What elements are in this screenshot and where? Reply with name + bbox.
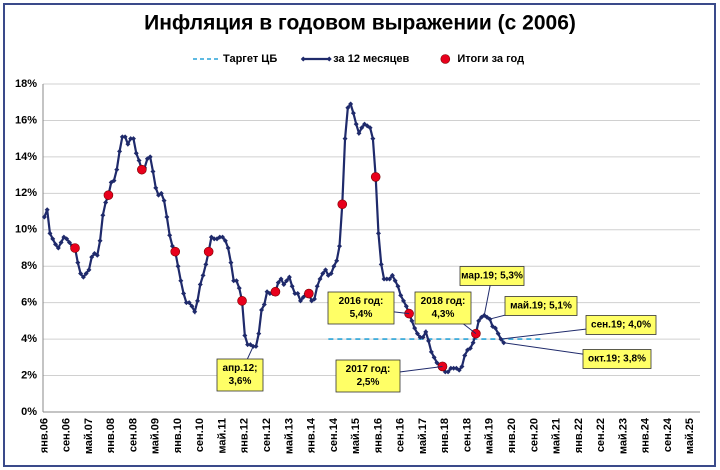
x-tick-label: май.07: [83, 418, 95, 454]
x-tick-label: сен.24: [662, 417, 674, 452]
annotation: сен.19; 4,0%: [500, 315, 657, 340]
annotation-text: 2018 год:: [421, 296, 466, 307]
annotation-text: 2,5%: [357, 377, 380, 388]
y-tick-label: 14%: [15, 151, 37, 163]
x-tick-label: май.23: [617, 418, 629, 454]
legend-label: Таргет ЦБ: [223, 53, 277, 65]
annotation: 2018 год: 4,3%: [414, 291, 477, 335]
annotation-box: [504, 296, 578, 316]
x-tick-label: май.19: [484, 418, 496, 454]
x-tick-label: янв.24: [640, 417, 652, 453]
legend-label: Итоги за год: [457, 53, 524, 65]
annotation: окт.19; 3,8%: [503, 342, 652, 369]
annotation-text: 4,3%: [432, 309, 455, 320]
x-tick-label: сен.06: [61, 418, 73, 452]
x-tick-label: сен.20: [528, 418, 540, 452]
annotation: мар.19; 5,3%: [459, 266, 525, 316]
annotation-text: 2017 год:: [346, 364, 391, 375]
x-tick-label: май.09: [150, 418, 162, 454]
year-dot: [337, 199, 348, 210]
legend-item: Итоги за год: [440, 53, 524, 65]
year-dot: [170, 246, 181, 257]
x-tick-label: янв.18: [439, 418, 451, 453]
x-tick-label: май.13: [283, 418, 295, 454]
annotation-box: [582, 349, 652, 369]
y-tick-label: 0%: [21, 406, 37, 418]
x-tick-label: янв.14: [306, 417, 318, 453]
annotation-text: 2016 год:: [339, 296, 384, 307]
x-tick-label: май.17: [417, 418, 429, 454]
annotation-box: [216, 358, 264, 392]
chart-title: Инфляция в годовом выражении (с 2006): [144, 12, 576, 35]
year-dot: [203, 246, 214, 257]
year-dot: [103, 190, 114, 200]
x-tick-label: янв.10: [172, 418, 184, 453]
x-tick-label: янв.08: [105, 418, 117, 453]
year-dot: [270, 286, 281, 297]
y-tick-label: 18%: [15, 78, 37, 90]
year-dot: [370, 172, 381, 182]
x-tick-label: май.11: [216, 418, 228, 454]
year-dot: [70, 243, 80, 253]
annotation: 2017 год: 2,5%: [335, 359, 443, 393]
x-tick-label: сен.12: [261, 418, 273, 452]
annotation-box: [414, 291, 472, 325]
frame: [3, 3, 716, 467]
annotation-box: [327, 291, 395, 325]
x-tick-label: май.21: [551, 418, 563, 454]
annotation-text: окт.19; 3,8%: [588, 354, 646, 365]
annotation-text: мар.19; 5,3%: [461, 271, 523, 282]
x-tick-label: май.15: [350, 418, 362, 454]
x-tick-label: янв.20: [506, 418, 518, 453]
x-tick-label: сен.22: [595, 418, 607, 452]
x-tick-label: янв.12: [239, 418, 251, 453]
year-dot: [304, 288, 314, 299]
annotation-box: [335, 359, 401, 393]
annotation: апр.12; 3,6%: [216, 346, 264, 392]
y-tick-label: 12%: [15, 187, 37, 199]
y-tick-label: 10%: [15, 224, 37, 236]
year-dot: [237, 296, 247, 306]
annotation: май.19; 5,1%: [489, 296, 578, 320]
annotation: 2016 год: 5,4%: [327, 291, 410, 325]
legend-label: за 12 месяцев: [333, 53, 409, 65]
y-tick-label: 4%: [21, 333, 37, 345]
annotation-box: [459, 266, 525, 286]
annotation-text: май.19; 5,1%: [510, 301, 572, 312]
annotation-text: апр.12;: [223, 363, 258, 374]
x-tick-label: сен.10: [194, 418, 206, 452]
y-tick-label: 8%: [21, 260, 37, 272]
legend-item: Таргет ЦБ: [193, 53, 277, 65]
y-tick-label: 6%: [21, 297, 37, 309]
legend-swatch: [440, 54, 451, 64]
year-dot: [137, 164, 147, 175]
x-tick-label: сен.16: [395, 418, 407, 452]
x-tick-label: янв.22: [573, 418, 585, 453]
x-tick-label: сен.14: [328, 417, 340, 452]
legend-item: за 12 месяцев: [300, 53, 410, 65]
annotation-text: сен.19; 4,0%: [591, 320, 651, 331]
x-tick-label: сен.18: [461, 418, 473, 452]
x-tick-label: янв.16: [372, 418, 384, 453]
y-tick-label: 2%: [21, 369, 37, 381]
annotation-text: 5,4%: [350, 309, 373, 320]
annotation-text: 3,6%: [229, 376, 252, 387]
annotation-box: [585, 315, 657, 335]
x-tick-label: сен.08: [127, 418, 139, 452]
x-tick-label: янв.06: [38, 418, 50, 453]
y-tick-label: 16%: [15, 114, 37, 126]
x-tick-label: май.25: [684, 418, 696, 454]
